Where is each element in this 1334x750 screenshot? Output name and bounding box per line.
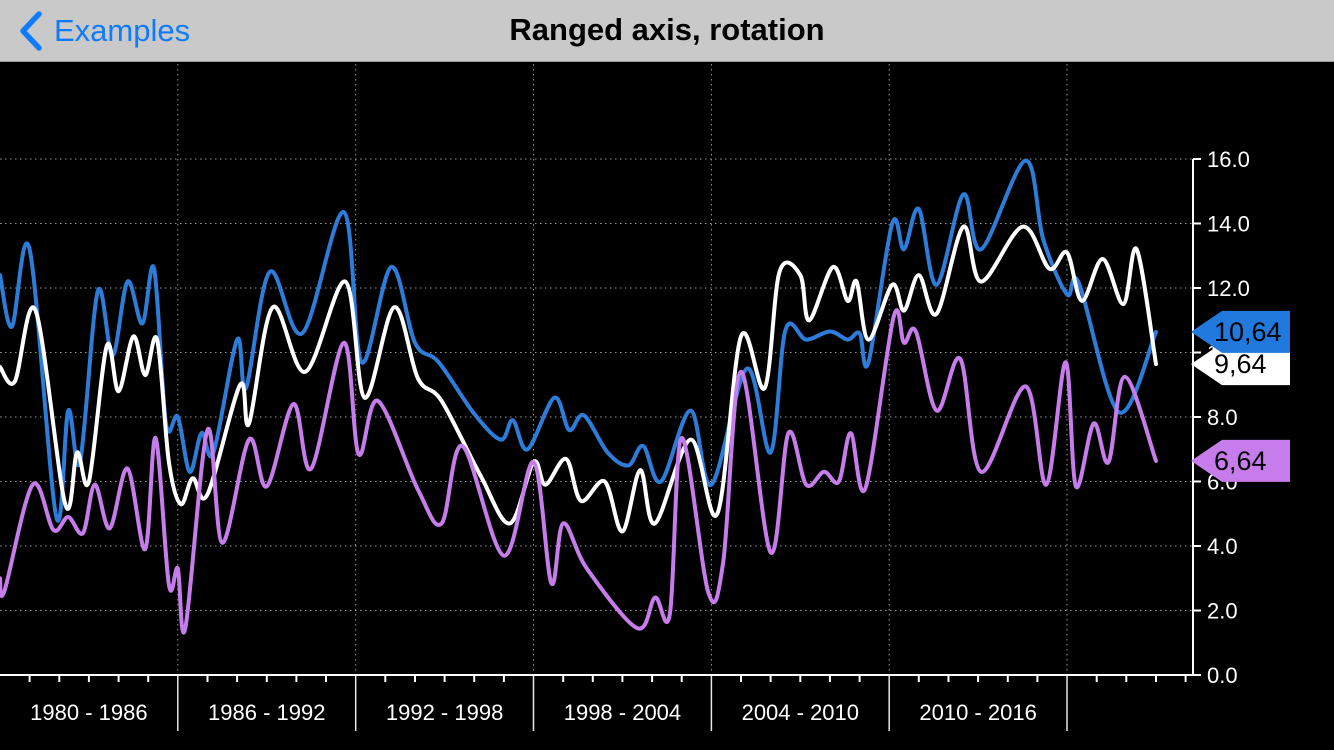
y-tick-label: 8.0 — [1207, 405, 1238, 430]
navigation-bar: Examples Ranged axis, rotation — [0, 0, 1334, 62]
y-tick-label: 12.0 — [1207, 276, 1250, 301]
x-band-label: 1980 - 1986 — [30, 700, 147, 725]
axis-marker-label: 6,64 — [1214, 446, 1267, 476]
series-violet — [0, 308, 1158, 635]
y-tick-label: 0.0 — [1207, 663, 1238, 688]
page-title: Ranged axis, rotation — [509, 12, 825, 47]
axis-marker-label: 9,64 — [1214, 349, 1267, 379]
back-button[interactable]: Examples — [18, 0, 190, 62]
axis-marker — [1191, 343, 1290, 386]
axis-marker — [1191, 310, 1290, 353]
x-band-label: 1992 - 1998 — [386, 700, 503, 725]
chart-surface[interactable]: 1980 - 1986 1986 - 1992 1992 - 1998 1998 - … — [0, 62, 1334, 750]
back-button-label[interactable]: Examples — [54, 13, 191, 48]
back-chevron-icon — [18, 9, 44, 53]
x-band-label: 1998 - 2004 — [564, 700, 681, 725]
axis-marker — [1191, 439, 1290, 482]
series-blue — [0, 158, 1158, 523]
y-tick-label: 14.0 — [1207, 212, 1250, 237]
x-band-label: 2010 - 2016 — [919, 700, 1036, 725]
axis-marker-label: 10,64 — [1214, 317, 1282, 347]
y-tick-label: 2.0 — [1207, 599, 1238, 624]
x-band-label: 2004 - 2010 — [742, 700, 859, 725]
x-band-label: 1986 - 1992 — [208, 700, 325, 725]
y-tick-label: 4.0 — [1207, 534, 1238, 559]
line-chart[interactable]: 1980 - 1986 1986 - 1992 1992 - 1998 1998 - … — [0, 62, 1334, 750]
series-white — [0, 224, 1158, 534]
y-tick-label: 16.0 — [1207, 147, 1250, 172]
